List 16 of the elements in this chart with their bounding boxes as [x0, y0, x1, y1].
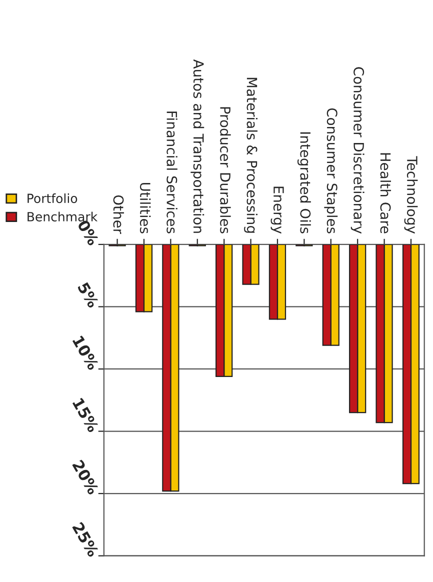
x-tick-label: Utilities — [140, 182, 151, 234]
legend-label: Benchmark — [28, 212, 98, 222]
x-tick-label: Energy — [270, 186, 284, 234]
x-tick-label: Consumer Staples — [324, 108, 338, 234]
y-tick-label: 5% — [77, 282, 100, 309]
x-tick-label: Technology — [404, 156, 418, 234]
x-tick-label: Financial Services — [166, 112, 178, 234]
x-tick-label: Integrated Oils — [297, 132, 311, 234]
y-tick-label: 0% — [77, 219, 100, 246]
x-tick-label: Other — [113, 195, 124, 234]
x-tick-label: Materials & Processing — [244, 78, 258, 233]
x-tick-label: Health Care — [380, 153, 392, 234]
x-tick-label: Autos and Transportation — [190, 59, 204, 233]
legend-label: Portfolio — [28, 193, 78, 204]
x-tick-label: Consumer Discretionary — [350, 67, 364, 234]
x-tick-label: Producer Durables — [220, 107, 231, 234]
